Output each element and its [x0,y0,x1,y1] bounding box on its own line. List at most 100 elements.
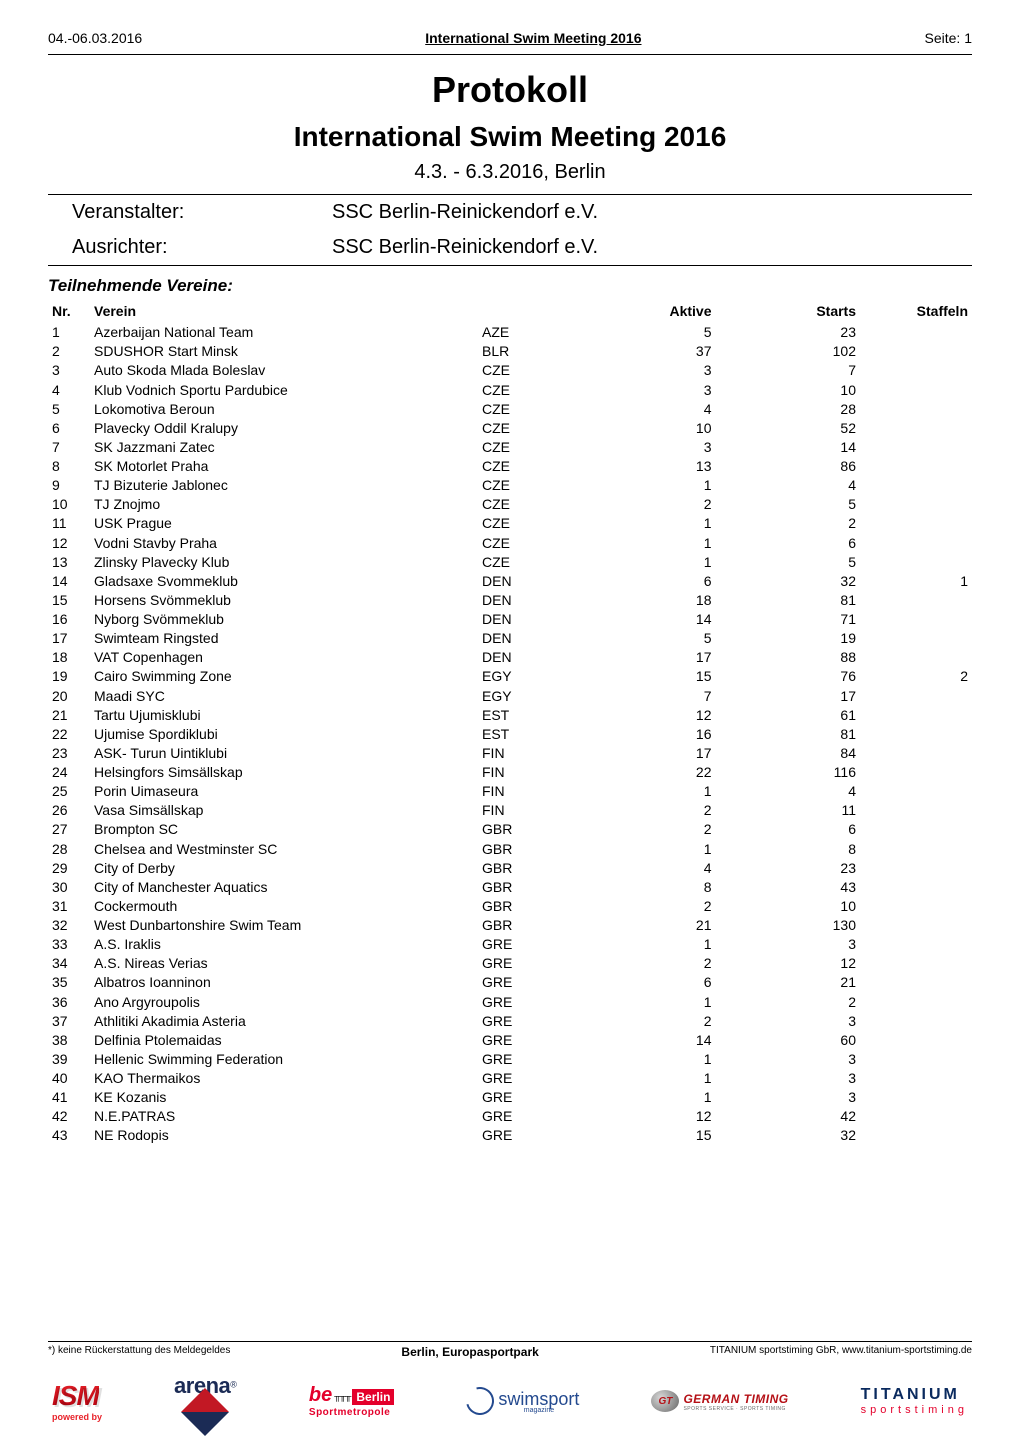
cell-nr: 5 [48,400,90,419]
cell-staffeln [880,859,972,878]
cell-verein: Lokomotiva Beroun [90,400,478,419]
section-participating-clubs: Teilnehmende Vereine: [48,276,972,296]
logo-german-text: GERMAN TIMING [683,1392,788,1406]
cell-aktive: 17 [586,648,736,667]
cell-verein: Vasa Simsällskap [90,801,478,820]
cell-aktive: 13 [586,457,736,476]
cell-verein: Swimteam Ringsted [90,629,478,648]
organizer-row: Veranstalter: SSC Berlin-Reinickendorf e… [48,195,972,230]
cell-staffeln [880,553,972,572]
cell-staffeln [880,686,972,705]
table-row: 24Helsingfors SimsällskapFIN22116 [48,763,972,782]
cell-nr: 22 [48,725,90,744]
cell-starts: 19 [736,629,881,648]
cell-verein: USK Prague [90,514,478,533]
cell-starts: 7 [736,361,881,380]
table-row: 34A.S. Nireas VeriasGRE212 [48,954,972,973]
cell-verein: Hellenic Swimming Federation [90,1050,478,1069]
cell-nr: 15 [48,591,90,610]
cell-nr: 7 [48,438,90,457]
cell-nr: 17 [48,629,90,648]
cell-starts: 116 [736,763,881,782]
cell-staffeln [880,457,972,476]
cell-nr: 20 [48,686,90,705]
cell-nat: FIN [478,782,586,801]
brandenburg-gate-icon: ╥╥╥ [334,1391,350,1401]
cell-nr: 6 [48,419,90,438]
cell-aktive: 1 [586,514,736,533]
cell-staffeln [880,342,972,361]
logo-ism-text: ISM [52,1380,99,1411]
cell-nr: 21 [48,706,90,725]
cell-nat: FIN [478,744,586,763]
cell-nat: DEN [478,591,586,610]
table-row: 16Nyborg SvömmeklubDEN1471 [48,610,972,629]
cell-nr: 2 [48,342,90,361]
cell-aktive: 1 [586,476,736,495]
cell-nat: DEN [478,610,586,629]
cell-nr: 42 [48,1107,90,1126]
cell-starts: 32 [736,1126,881,1145]
cell-aktive: 3 [586,361,736,380]
cell-verein: Klub Vodnich Sportu Pardubice [90,380,478,399]
cell-verein: Albatros Ioanninon [90,973,478,992]
cell-aktive: 2 [586,820,736,839]
cell-starts: 43 [736,878,881,897]
cell-staffeln [880,1031,972,1050]
cell-nr: 16 [48,610,90,629]
page: 04.-06.03.2016 International Swim Meetin… [0,0,1020,1443]
cell-staffeln [880,725,972,744]
title-sub: International Swim Meeting 2016 [48,121,972,153]
cell-nat: EGY [478,667,586,686]
cell-nat: DEN [478,648,586,667]
cell-nr: 35 [48,973,90,992]
col-nat [478,302,586,323]
swirl-icon [461,1382,499,1420]
cell-staffeln [880,495,972,514]
cell-verein: Nyborg Svömmeklub [90,610,478,629]
cell-staffeln [880,744,972,763]
cell-verein: TJ Bizuterie Jablonec [90,476,478,495]
cell-verein: Maadi SYC [90,686,478,705]
cell-starts: 86 [736,457,881,476]
cell-verein: A.S. Nireas Verias [90,954,478,973]
cell-starts: 32 [736,572,881,591]
cell-starts: 10 [736,380,881,399]
cell-starts: 6 [736,533,881,552]
host-label: Ausrichter: [72,236,332,259]
cell-aktive: 22 [586,763,736,782]
cell-nat: FIN [478,763,586,782]
cell-staffeln [880,706,972,725]
title-main: Protokoll [48,69,972,111]
cell-nr: 13 [48,553,90,572]
cell-staffeln [880,476,972,495]
cell-starts: 6 [736,820,881,839]
cell-nr: 8 [48,457,90,476]
table-row: 14Gladsaxe SvommeklubDEN6321 [48,572,972,591]
cell-verein: Auto Skoda Mlada Boleslav [90,361,478,380]
cell-verein: Athlitiki Akadimia Asteria [90,1012,478,1031]
cell-nr: 25 [48,782,90,801]
cell-aktive: 1 [586,839,736,858]
cell-verein: NE Rodopis [90,1126,478,1145]
cell-nat: EST [478,706,586,725]
cell-nat: GRE [478,954,586,973]
cell-nat: GBR [478,878,586,897]
cell-nat: GBR [478,916,586,935]
cell-nr: 12 [48,533,90,552]
logo-ism-sub: powered by [52,1412,102,1422]
cell-nat: GRE [478,973,586,992]
cell-nr: 29 [48,859,90,878]
logo-german-timing: GT GERMAN TIMING SPORTS SERVICE · SPORTS… [651,1390,788,1412]
logo-swimsport-text: swimsport [498,1389,579,1409]
clubs-table-body: 1Azerbaijan National TeamAZE5232SDUSHOR … [48,323,972,1145]
cell-verein: SK Motorlet Praha [90,457,478,476]
cell-nr: 10 [48,495,90,514]
cell-starts: 3 [736,1069,881,1088]
cell-nat: FIN [478,801,586,820]
cell-aktive: 15 [586,1126,736,1145]
cell-aktive: 3 [586,380,736,399]
host-row: Ausrichter: SSC Berlin-Reinickendorf e.V… [48,230,972,265]
cell-nat: CZE [478,457,586,476]
table-row: 36Ano ArgyroupolisGRE12 [48,992,972,1011]
